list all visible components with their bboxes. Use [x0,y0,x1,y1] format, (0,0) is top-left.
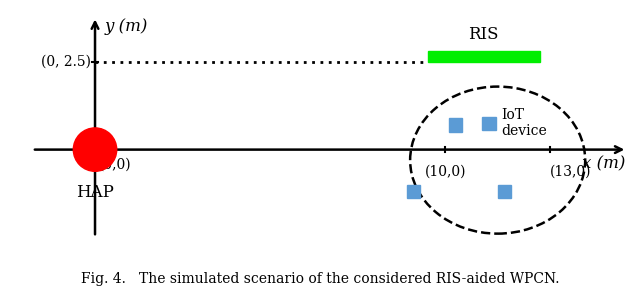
Bar [483,117,495,130]
Text: RIS: RIS [468,26,499,43]
Text: y (m): y (m) [105,18,148,35]
Bar [498,185,511,198]
Text: (0,0): (0,0) [99,157,132,171]
Bar [428,51,540,62]
Text: x (m): x (m) [582,156,625,173]
Text: (0, 2.5): (0, 2.5) [41,55,91,69]
Bar [449,119,462,132]
Ellipse shape [74,128,116,171]
Text: IoT
device: IoT device [501,108,547,138]
Bar [407,185,420,198]
Text: HAP: HAP [76,183,114,201]
Text: (13,0): (13,0) [550,164,591,178]
Text: Fig. 4.   The simulated scenario of the considered RIS-aided WPCN.: Fig. 4. The simulated scenario of the co… [81,272,559,286]
Text: (10,0): (10,0) [424,164,466,178]
